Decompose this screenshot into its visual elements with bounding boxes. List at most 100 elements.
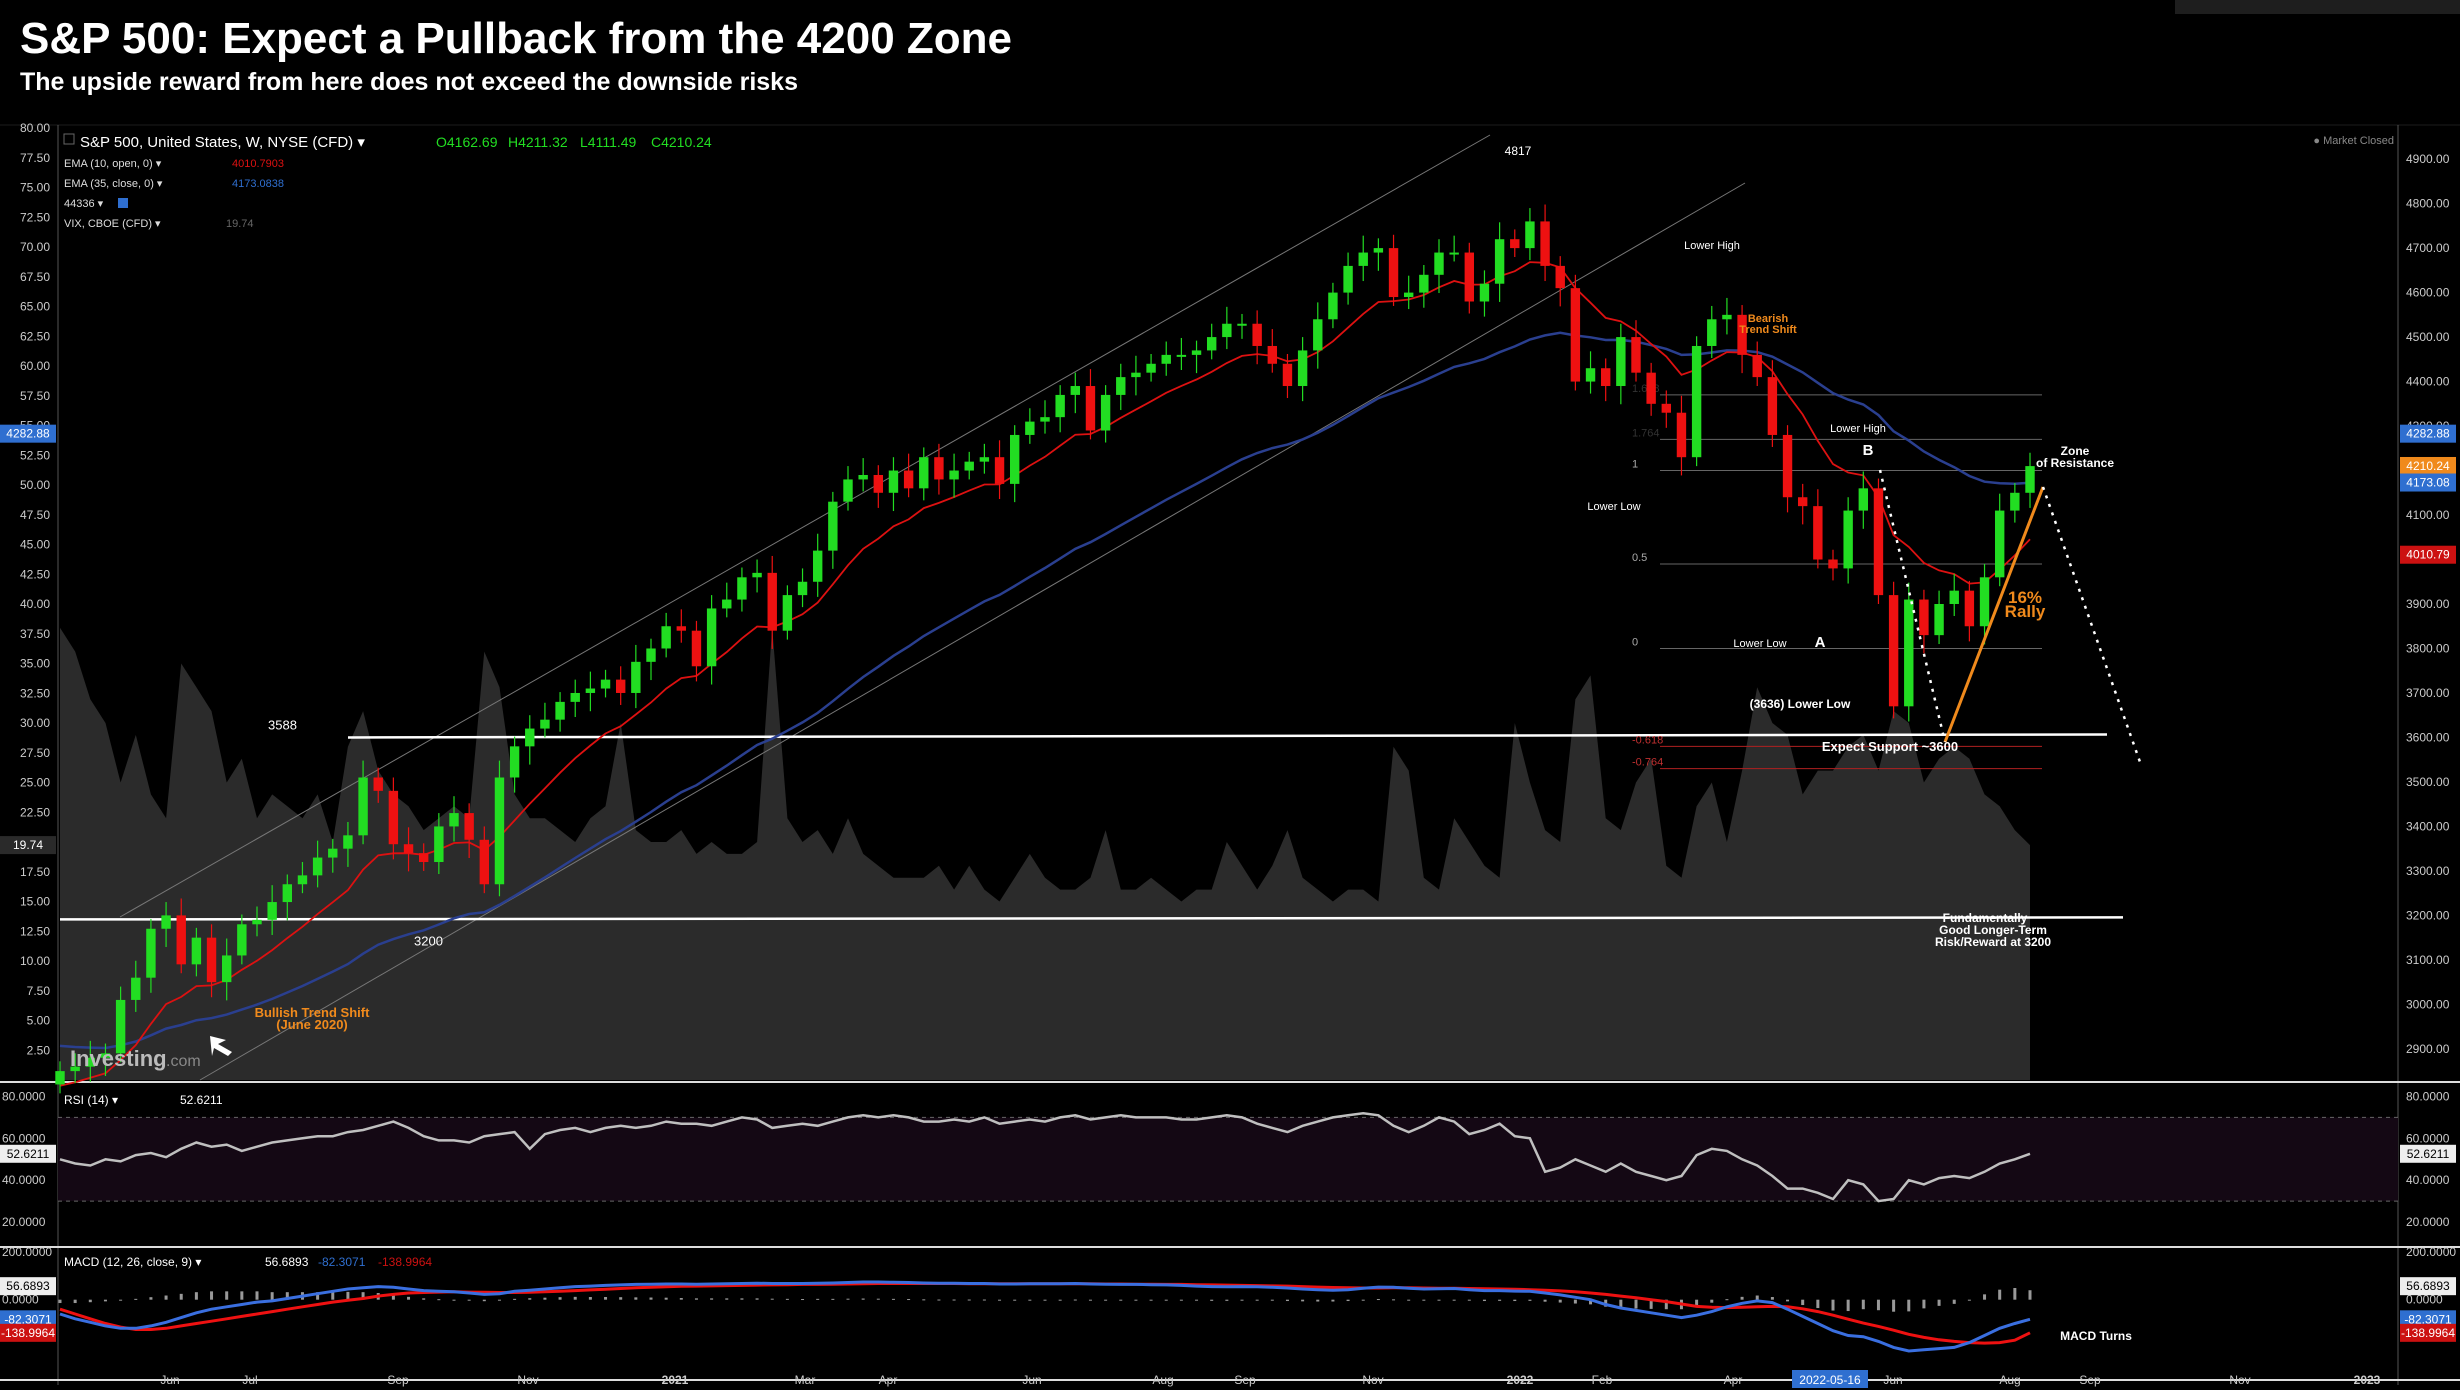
left-axis-tick-18: 35.00 [20,657,50,671]
x-tick-4: 2021 [662,1373,689,1387]
candle-body [176,915,186,965]
macd-hist-bar [1664,1299,1668,1310]
left-axis-tick-27: 12.50 [20,924,50,938]
x-tick-13: Apr [1724,1373,1743,1387]
macd-hist-bar [1876,1299,1880,1311]
candle-body [1282,363,1293,387]
x-tick-11: 2022 [1507,1373,1534,1387]
x-tick-2: Sep [387,1373,409,1387]
macd-hist-bar [407,1296,411,1300]
macd-hist-bar [255,1291,259,1300]
macd-hist-bar [194,1292,198,1300]
macd-hist-bar [831,1298,835,1300]
candle-body [1297,350,1308,387]
right-axis-tick-9: 3800.00 [2406,641,2450,655]
macd-right-tick-0: 200.0000 [2406,1245,2456,1259]
candle-body [1510,239,1520,249]
candle-body [1025,421,1035,435]
macd-hist-bar [1816,1299,1820,1309]
right-axis-tick-17: 4600.00 [2406,286,2450,300]
macd-hist-bar [452,1299,456,1301]
projection-dots-right [2041,486,2142,763]
macd-hist-bar [285,1292,289,1300]
rsi-right-tick-2: 40.0000 [2406,1173,2450,1187]
candle-body [949,470,959,480]
candle-body [1191,350,1202,355]
macd-hist-bar [543,1297,547,1300]
macd-hist-bar [1058,1299,1062,1301]
candle-body [1434,252,1444,275]
x-tick-15: Jun [1883,1373,1902,1387]
right-axis-tick-15: 4400.00 [2406,375,2450,389]
candle-body [767,572,777,631]
x-tick-3: Nov [517,1373,538,1387]
macd-hist-bar [88,1299,92,1303]
left-axis-tick-8: 60.00 [20,359,50,373]
macd-hist-bar [1392,1299,1396,1301]
macd-hist-bar [710,1298,714,1300]
rsi-panel: 80.0000 80.0000 60.0000 60.0000 40.0000 40.00… [0,1089,2456,1229]
candle-body [1570,288,1581,382]
candle-body [509,746,520,778]
macd-hist-bar [1695,1299,1699,1306]
right-axis-tick-3: 3200.00 [2406,908,2450,922]
candle-body [1585,368,1596,382]
candle-body [1419,274,1429,293]
macd-hist-bar [785,1298,789,1300]
candle-body [1994,510,2005,578]
candle-body [55,1071,65,1085]
annot-fund-3: Risk/Reward at 3200 [1935,935,2051,949]
candle-body [191,937,202,965]
candle-body [1707,319,1717,346]
macd-hist-bar [755,1298,759,1300]
fib-label-5: -0.618 [1632,734,1663,746]
legend-close: C4210.24 [651,134,712,150]
channel-upper [119,134,1491,918]
left-axis-tick-3: 72.50 [20,210,50,224]
macd-hist-bar [149,1297,153,1300]
fib-label-2: 1 [1632,459,1638,471]
level-3588-label: 3588 [268,717,297,732]
candle-body [1313,319,1323,351]
legend-ema35: EMA (35, close, 0) ▾ [64,178,163,190]
level-3200-line [59,916,2124,921]
annot-lower-high-1: Lower High [1684,240,1740,252]
left-axis-tick-20: 30.00 [20,716,50,730]
candle-body [449,813,459,827]
candle-body [221,955,232,983]
candle-body [388,790,399,845]
macd-hist-bar [725,1298,729,1300]
axis-layer: 2900.00 3000.00 3100.00 3200.00 3300.00 3400.… [0,121,2456,1057]
x-tick-10: Nov [1362,1373,1383,1387]
macd-hist-bar [497,1299,501,1301]
legend-vix-value: 19.74 [226,218,254,230]
right-axis-tick-8: 3700.00 [2406,686,2450,700]
macd-value-label-2-1: -138.9964 [2401,1326,2455,1340]
macd-value-bg-2-1 [2400,1323,2456,1342]
macd-hist-bar [1952,1299,1956,1304]
macd-hist-bar [891,1298,895,1300]
left-axis-tick-15: 42.50 [20,567,50,581]
rsi-left-tick-1: 60.0000 [2,1131,46,1145]
candle-body [1100,394,1111,431]
macd-hist-bar [467,1299,471,1301]
macd-hist-bar [361,1292,365,1300]
candle-layer[interactable] [55,204,2035,1094]
annotation-layer: 4817 Lower High Lower High Lower Low Lower L… [70,144,2142,1071]
candle-body [979,457,990,462]
candle-body [1267,345,1278,364]
macd-hist-bar [801,1299,805,1301]
candle-body [1343,265,1353,293]
candle-body [1858,488,1869,511]
candle-body [1661,403,1672,413]
candle-body [1767,377,1778,435]
rsi-value-label-1: 52.6211 [2407,1147,2450,1161]
macd-hist-bar [1861,1299,1865,1310]
x-tick-7: Jun [1022,1373,1041,1387]
rsi-title-value: 52.6211 [180,1093,223,1107]
candle-body [858,474,868,480]
left-axis-tick-12: 50.00 [20,478,50,492]
macd-hist-bar [998,1299,1002,1301]
candle-body [85,1057,96,1067]
